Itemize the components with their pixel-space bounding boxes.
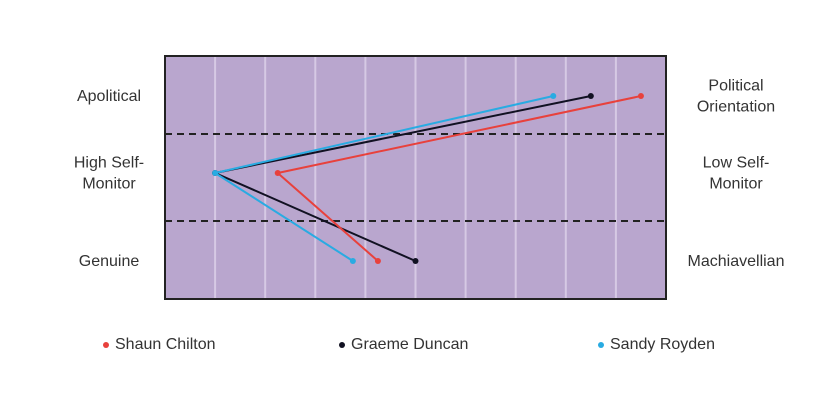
series-point bbox=[274, 170, 281, 176]
legend-dot bbox=[598, 342, 604, 348]
legend-label: Shaun Chilton bbox=[115, 336, 216, 353]
series-point bbox=[550, 93, 557, 99]
series-point bbox=[374, 258, 381, 264]
grid bbox=[214, 57, 617, 298]
series-point bbox=[212, 170, 219, 176]
right-label-1: Low Self-Monitor bbox=[703, 155, 770, 193]
series-point bbox=[587, 93, 594, 99]
legend: Shaun Chilton Graeme Duncan Sandy Royden bbox=[0, 336, 821, 358]
legend-dot bbox=[103, 342, 109, 348]
left-label-2: Genuine bbox=[79, 253, 140, 270]
left-label-0: Apolitical bbox=[77, 88, 141, 105]
series-point bbox=[349, 258, 356, 264]
legend-label: Graeme Duncan bbox=[351, 336, 469, 353]
legend-label: Sandy Royden bbox=[610, 336, 715, 353]
series-lines bbox=[212, 93, 644, 264]
series-point bbox=[637, 93, 644, 99]
left-label-1: High Self-Monitor bbox=[74, 155, 144, 193]
series-point bbox=[412, 258, 419, 264]
right-label-0: Political Orientation bbox=[697, 78, 775, 116]
legend-item: Sandy Royden bbox=[598, 336, 715, 354]
legend-dot bbox=[339, 342, 345, 348]
legend-item: Shaun Chilton bbox=[103, 336, 216, 354]
axis-labels: Apolitical High Self-Monitor Genuine Politi… bbox=[74, 78, 785, 271]
legend-item: Graeme Duncan bbox=[339, 336, 468, 354]
right-label-2: Machiavellian bbox=[688, 253, 785, 270]
